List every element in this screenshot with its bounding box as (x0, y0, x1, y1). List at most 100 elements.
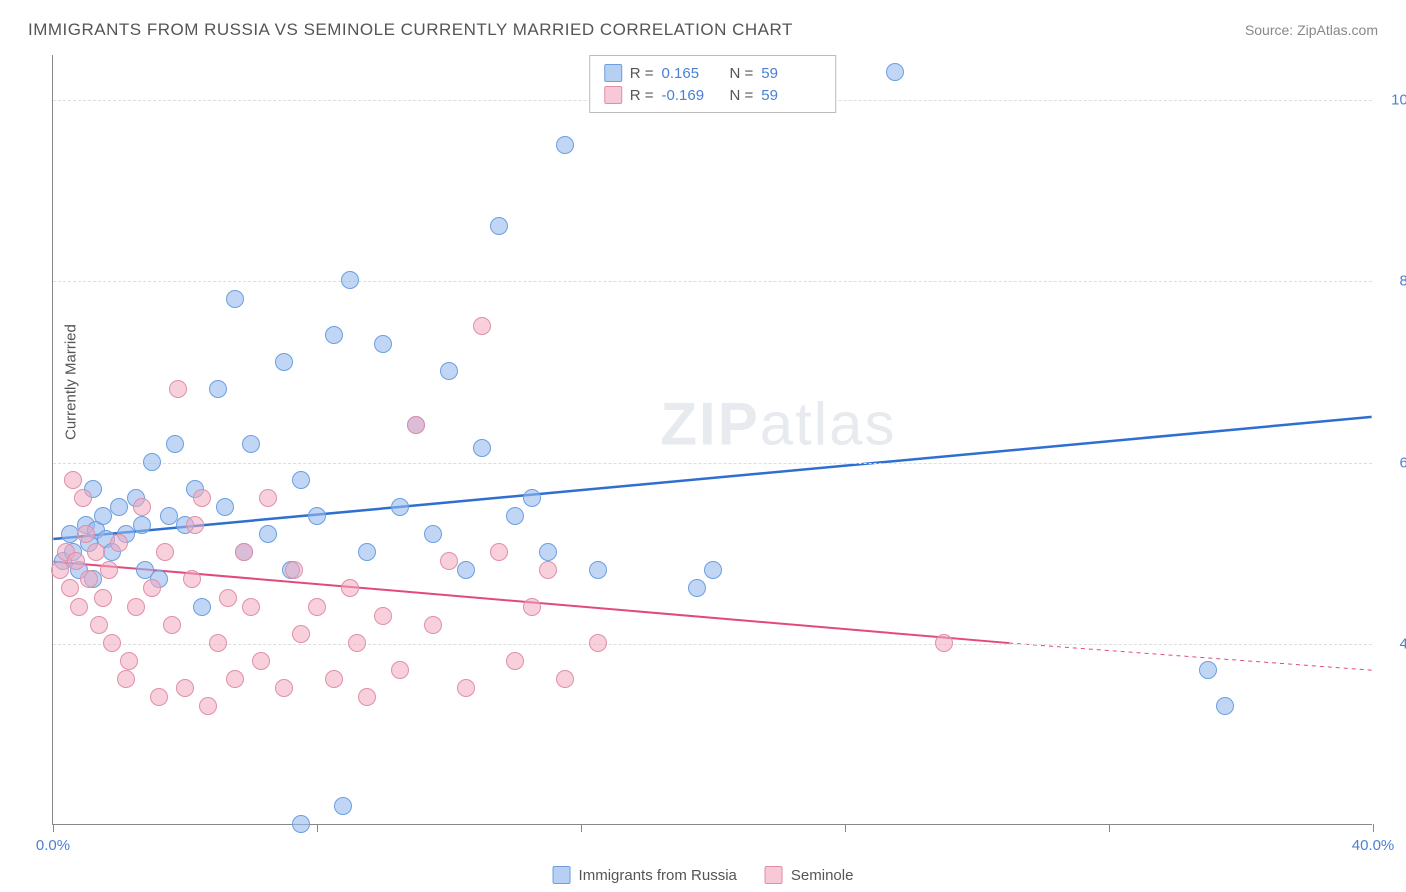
data-point (209, 634, 227, 652)
data-point (334, 797, 352, 815)
data-point (110, 534, 128, 552)
n-value-a: 59 (761, 65, 821, 82)
swatch-b-icon (765, 866, 783, 884)
legend-item-b: Seminole (765, 866, 854, 884)
data-point (226, 290, 244, 308)
data-point (490, 543, 508, 561)
legend-stats-row-a: R = 0.165 N = 59 (604, 62, 822, 84)
data-point (556, 136, 574, 154)
data-point (1199, 661, 1217, 679)
data-point (457, 679, 475, 697)
data-point (1216, 697, 1234, 715)
swatch-a-icon (553, 866, 571, 884)
data-point (216, 498, 234, 516)
data-point (186, 516, 204, 534)
data-point (523, 489, 541, 507)
data-point (688, 579, 706, 597)
data-point (285, 561, 303, 579)
data-point (424, 525, 442, 543)
xtick-label: 0.0% (36, 837, 70, 854)
gridline (53, 463, 1372, 464)
legend-item-a: Immigrants from Russia (553, 866, 737, 884)
ytick-label: 60.0% (1399, 454, 1406, 471)
xtick (317, 824, 318, 832)
data-point (74, 489, 92, 507)
data-point (169, 380, 187, 398)
r-label-a: R = (630, 65, 654, 82)
r-value-b: -0.169 (662, 87, 722, 104)
gridline (53, 644, 1372, 645)
data-point (199, 697, 217, 715)
data-point (133, 516, 151, 534)
data-point (143, 453, 161, 471)
data-point (100, 561, 118, 579)
data-point (407, 416, 425, 434)
legend-stats-row-b: R = -0.169 N = 59 (604, 84, 822, 106)
data-point (473, 317, 491, 335)
data-point (209, 380, 227, 398)
data-point (292, 815, 310, 833)
data-point (252, 652, 270, 670)
data-point (935, 634, 953, 652)
data-point (143, 579, 161, 597)
data-point (133, 498, 151, 516)
data-point (70, 598, 88, 616)
ytick-label: 40.0% (1399, 635, 1406, 652)
data-point (348, 634, 366, 652)
source-label: Source: ZipAtlas.com (1245, 22, 1378, 38)
data-point (308, 598, 326, 616)
plot-area: Currently Married ZIPatlas R = 0.165 N =… (52, 55, 1372, 825)
swatch-series-a (604, 64, 622, 82)
xtick (845, 824, 846, 832)
data-point (242, 435, 260, 453)
data-point (94, 589, 112, 607)
data-point (193, 598, 211, 616)
data-point (163, 616, 181, 634)
data-point (440, 552, 458, 570)
data-point (64, 471, 82, 489)
data-point (94, 507, 112, 525)
data-point (51, 561, 69, 579)
data-point (242, 598, 260, 616)
data-point (259, 525, 277, 543)
data-point (156, 543, 174, 561)
data-point (358, 543, 376, 561)
xtick (53, 824, 54, 832)
data-point (341, 271, 359, 289)
n-label-a: N = (730, 65, 754, 82)
data-point (325, 326, 343, 344)
data-point (391, 661, 409, 679)
xtick (1373, 824, 1374, 832)
watermark: ZIPatlas (660, 390, 896, 459)
data-point (358, 688, 376, 706)
data-point (160, 507, 178, 525)
data-point (589, 561, 607, 579)
legend-bottom: Immigrants from Russia Seminole (553, 866, 854, 884)
data-point (374, 607, 392, 625)
data-point (886, 63, 904, 81)
watermark-bold: ZIP (660, 391, 759, 458)
legend-label-b: Seminole (791, 867, 854, 884)
data-point (341, 579, 359, 597)
n-label-b: N = (730, 87, 754, 104)
data-point (176, 679, 194, 697)
data-point (110, 498, 128, 516)
data-point (219, 589, 237, 607)
legend-stats: R = 0.165 N = 59 R = -0.169 N = 59 (589, 55, 837, 113)
data-point (308, 507, 326, 525)
data-point (193, 489, 211, 507)
data-point (325, 670, 343, 688)
data-point (506, 507, 524, 525)
data-point (440, 362, 458, 380)
data-point (87, 543, 105, 561)
data-point (490, 217, 508, 235)
ytick-label: 80.0% (1399, 273, 1406, 290)
data-point (539, 561, 557, 579)
data-point (292, 471, 310, 489)
data-point (275, 353, 293, 371)
data-point (523, 598, 541, 616)
data-point (120, 652, 138, 670)
gridline (53, 281, 1372, 282)
r-value-a: 0.165 (662, 65, 722, 82)
xtick (1109, 824, 1110, 832)
